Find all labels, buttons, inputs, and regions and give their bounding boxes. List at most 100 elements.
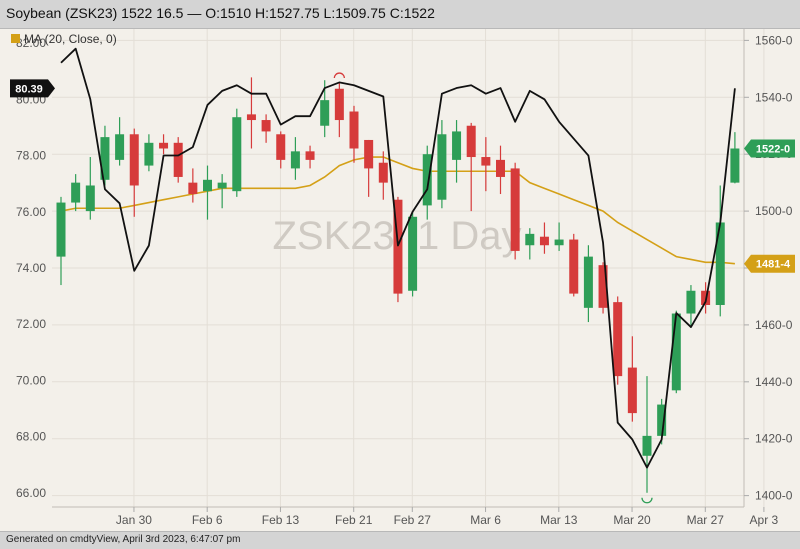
candle-down [481, 137, 491, 192]
candle-up [671, 310, 681, 394]
candle-down [261, 114, 271, 143]
candle-up [408, 211, 418, 297]
overlay-line-layer [60, 47, 736, 469]
candle-body [642, 435, 652, 456]
candle-down [627, 336, 637, 422]
chart-header: Soybean (ZSK23) 1522 16.5 — O:1510 H:152… [0, 0, 800, 29]
legend: MA (20, Close, 0) [11, 32, 117, 46]
legend-swatch [11, 34, 20, 43]
left-price-marker: 80.39 [10, 79, 55, 98]
candle-up [554, 222, 564, 251]
candle-body [305, 151, 315, 160]
candle-down [510, 162, 520, 260]
candle-body [320, 100, 330, 126]
left-axis-tick-label: 66.00 [16, 486, 46, 500]
candle-up [232, 108, 242, 197]
candle-up [56, 196, 66, 286]
candle-up [71, 174, 81, 212]
candle-body [246, 114, 256, 121]
x-axis-tick-label: Feb 6 [192, 513, 223, 527]
candle-up [583, 245, 593, 323]
x-axis-tick-label: Mar 27 [687, 513, 725, 527]
candle-body [364, 139, 374, 169]
price-chart[interactable]: ZSK23, 1 Day 66.0068.0070.0072.0074.0076… [0, 29, 800, 531]
x-axis-tick-label: Mar 13 [540, 513, 578, 527]
candle-up [437, 120, 447, 209]
x-axis-tick-label: Feb 27 [394, 513, 432, 527]
x-axis-tick-label: Jan 30 [116, 513, 152, 527]
candle-body [188, 182, 198, 195]
right-axis-tick-label: 1460-0 [755, 318, 793, 332]
candle-down [276, 131, 286, 169]
x-axis-tick-label: Feb 13 [262, 513, 300, 527]
candle-body [378, 162, 388, 183]
candle-up [422, 145, 432, 220]
candle-body [203, 179, 212, 192]
candle-body [159, 142, 169, 149]
right-axis-tick-label: 1500-0 [755, 204, 793, 218]
candle-body [290, 151, 300, 169]
candle-up [85, 157, 95, 220]
candle-down [613, 296, 623, 385]
right-axis-tick-label: 1440-0 [755, 375, 793, 389]
x-axis-tick-label: Mar 20 [613, 513, 651, 527]
candle-body [452, 131, 462, 160]
left-price-marker-label: 80.39 [15, 83, 43, 95]
candle-up [686, 285, 696, 328]
candle-body [715, 222, 725, 305]
candle-body [129, 134, 139, 186]
candle-body [671, 313, 681, 391]
candle-body [56, 202, 66, 257]
right-price-marker-label: 1481-4 [756, 259, 791, 271]
candle-body [261, 120, 271, 132]
right-price-marker-shape [744, 254, 795, 273]
candle-body [554, 239, 564, 246]
candle-body [71, 182, 81, 203]
candle-down [539, 222, 549, 254]
x-axis-tick-label: Apr 3 [750, 513, 779, 527]
low-marker-arc [641, 497, 653, 504]
candle-down [569, 233, 579, 297]
x-axis-tick-label: Mar 6 [470, 513, 501, 527]
candle-body [115, 134, 125, 160]
candle-up [144, 134, 154, 172]
left-axis-tick-label: 78.00 [16, 149, 46, 163]
candle-body [334, 88, 344, 121]
candle-body [422, 154, 432, 206]
last-price-marker: 1522-0 [744, 139, 795, 158]
candle-body [686, 290, 696, 314]
left-axis-tick-label: 72.00 [16, 317, 46, 331]
left-axis-tick-label: 74.00 [16, 261, 46, 275]
candle-up [730, 132, 740, 184]
candle-up [100, 125, 110, 186]
candle-up [525, 228, 535, 260]
moving-average-layer [60, 156, 735, 265]
candle-up [217, 174, 227, 209]
candle-down [305, 145, 315, 169]
legend-ma-label: MA (20, Close, 0) [24, 32, 117, 46]
candle-body [657, 404, 667, 436]
left-axis-tick-label: 82.00 [16, 36, 46, 50]
candle-down [173, 137, 183, 183]
candle-body [627, 367, 637, 414]
candle-body [598, 265, 608, 308]
candle-up [290, 137, 300, 180]
candle-down [496, 145, 505, 195]
right-price-marker-shape [744, 139, 795, 158]
right-axis-tick-label: 1540-0 [755, 90, 793, 104]
candle-down [466, 122, 476, 212]
left-axis-tick-label: 70.00 [16, 373, 46, 387]
candle-down [378, 151, 388, 200]
candle-body [217, 182, 227, 189]
candle-down [334, 83, 344, 138]
left-axis-tick-label: 68.00 [16, 430, 46, 444]
ma-value-marker: 1481-4 [744, 254, 795, 273]
candle-up [715, 185, 725, 317]
overlay-series-line [60, 47, 736, 469]
candle-body [349, 111, 359, 149]
footer-text: Generated on cmdtyView, April 3rd 2023, … [6, 534, 241, 545]
high-marker-arc [333, 72, 345, 79]
candle-up [115, 117, 125, 166]
candle-body [100, 137, 110, 180]
